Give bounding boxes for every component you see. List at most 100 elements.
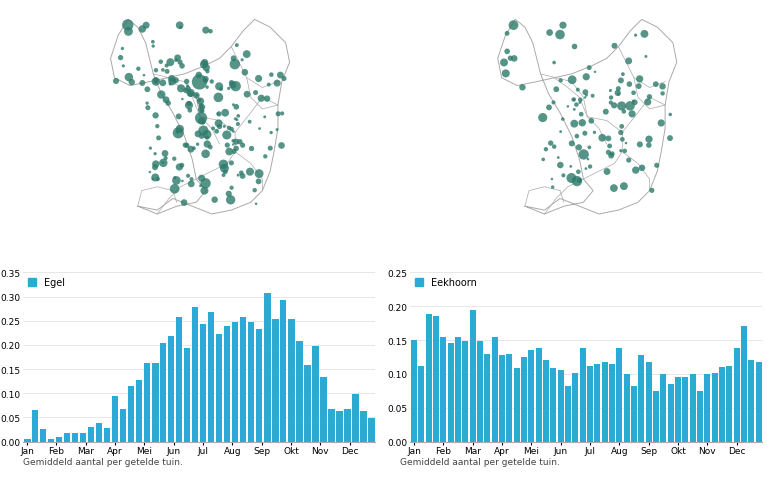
Bar <box>312 346 319 442</box>
Bar <box>705 374 711 442</box>
Point <box>628 90 640 97</box>
Point <box>180 78 192 86</box>
Point <box>223 85 235 93</box>
Point <box>195 103 207 110</box>
Point <box>618 183 630 191</box>
Point <box>176 96 189 104</box>
Point <box>651 162 663 170</box>
Bar <box>477 342 483 442</box>
Point <box>161 68 173 76</box>
Bar <box>675 377 681 442</box>
Point <box>182 83 194 91</box>
Point <box>175 24 187 32</box>
Point <box>614 77 627 85</box>
Bar <box>95 423 102 442</box>
Point <box>213 84 226 91</box>
Point <box>628 98 640 106</box>
Point <box>261 96 273 103</box>
Point <box>160 96 172 104</box>
Point <box>149 79 162 86</box>
Point <box>232 121 244 129</box>
Point <box>142 105 154 112</box>
Point <box>253 125 266 133</box>
Point <box>557 116 569 124</box>
Bar <box>280 300 286 442</box>
Point <box>623 81 635 89</box>
Bar <box>199 324 206 442</box>
Point <box>508 56 521 63</box>
Point <box>164 81 176 89</box>
Point <box>173 22 186 30</box>
Point <box>561 103 574 111</box>
Point <box>655 120 668 128</box>
Point <box>564 163 577 171</box>
Point <box>213 95 225 102</box>
Bar <box>343 409 350 442</box>
Bar <box>506 354 512 442</box>
Point <box>264 145 276 153</box>
Bar <box>624 374 630 442</box>
Point <box>628 99 641 107</box>
Point <box>171 129 183 137</box>
Point <box>173 164 186 171</box>
Point <box>209 196 221 204</box>
Bar <box>528 350 534 442</box>
Point <box>169 77 182 85</box>
Point <box>579 89 591 97</box>
Point <box>228 148 240 156</box>
Bar <box>514 369 520 442</box>
Bar <box>711 373 718 442</box>
Point <box>151 123 163 131</box>
Point <box>664 111 676 119</box>
Point <box>152 176 164 183</box>
Point <box>168 156 180 163</box>
Bar <box>55 437 62 442</box>
Point <box>626 111 638 119</box>
Point <box>571 133 583 141</box>
Point <box>176 178 189 185</box>
Point <box>276 110 289 118</box>
Bar <box>418 366 424 442</box>
Point <box>263 82 275 89</box>
Point <box>650 81 662 89</box>
Point <box>138 72 150 80</box>
Point <box>182 85 194 93</box>
Text: Gemiddeld aantal per getelde tuin.: Gemiddeld aantal per getelde tuin. <box>23 456 183 466</box>
Point <box>622 58 634 66</box>
Point <box>504 55 517 63</box>
Bar <box>433 317 439 442</box>
Point <box>149 80 162 87</box>
Point <box>141 100 153 108</box>
Point <box>601 168 613 176</box>
Point <box>122 28 135 36</box>
Point <box>201 141 213 149</box>
Point <box>604 87 617 95</box>
Point <box>201 84 213 92</box>
Bar <box>668 384 674 442</box>
Bar <box>653 391 659 442</box>
Bar <box>682 377 688 442</box>
Bar <box>112 396 119 442</box>
Point <box>197 120 209 127</box>
Point <box>157 67 169 74</box>
Bar <box>88 427 95 442</box>
Point <box>176 63 188 71</box>
Point <box>630 167 642 175</box>
Point <box>265 72 277 79</box>
Point <box>574 97 587 105</box>
Bar <box>248 322 255 442</box>
Point <box>230 139 243 146</box>
Point <box>126 79 138 87</box>
Point <box>253 75 265 83</box>
Bar <box>543 360 549 442</box>
Point <box>664 135 676 143</box>
Bar <box>455 337 461 442</box>
Point <box>235 169 247 177</box>
Bar <box>726 366 732 442</box>
Point <box>141 86 153 94</box>
Point <box>568 120 581 128</box>
Point <box>199 187 211 195</box>
Point <box>229 116 242 123</box>
Point <box>147 43 159 51</box>
Bar <box>565 386 571 442</box>
